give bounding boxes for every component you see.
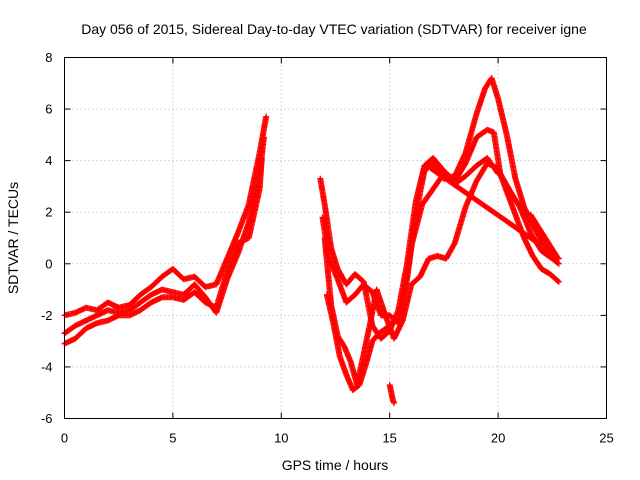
x-tick-label: 25	[599, 431, 613, 446]
y-tick-label: -2	[41, 308, 53, 323]
y-tick-label: 4	[45, 153, 52, 168]
data-point	[263, 113, 270, 120]
tick-labels: 0 5 10 15 20 25 -6 -4 -2 0 2 4 6 8	[41, 50, 614, 446]
data-points	[61, 75, 562, 407]
series-track-b2	[319, 75, 562, 327]
y-tick-label: -6	[41, 411, 53, 426]
x-tick-label: 15	[382, 431, 396, 446]
series-outliers	[427, 165, 560, 260]
x-tick-label: 5	[169, 431, 176, 446]
series-track-a1	[61, 113, 270, 319]
data-point	[258, 155, 265, 162]
x-tick-label: 20	[491, 431, 505, 446]
y-tick-label: 2	[45, 205, 52, 220]
y-tick-label: 0	[45, 256, 52, 271]
data-point	[555, 260, 562, 267]
y-axis-label: SDTVAR / TECUs	[5, 182, 21, 294]
x-axis-label: GPS time / hours	[282, 457, 389, 473]
y-tick-label: -4	[41, 359, 53, 374]
y-tick-label: 8	[45, 50, 52, 65]
series-track-c	[386, 381, 398, 407]
data-point	[260, 134, 267, 141]
chart-title: Day 056 of 2015, Sidereal Day-to-day VTE…	[81, 21, 587, 37]
data-point-fill	[554, 259, 561, 266]
series-track-a3	[61, 155, 265, 347]
grid-lines	[64, 57, 607, 419]
y-tick-label: 6	[45, 102, 52, 117]
x-tick-label: 0	[61, 431, 68, 446]
x-tick-label: 10	[274, 431, 288, 446]
